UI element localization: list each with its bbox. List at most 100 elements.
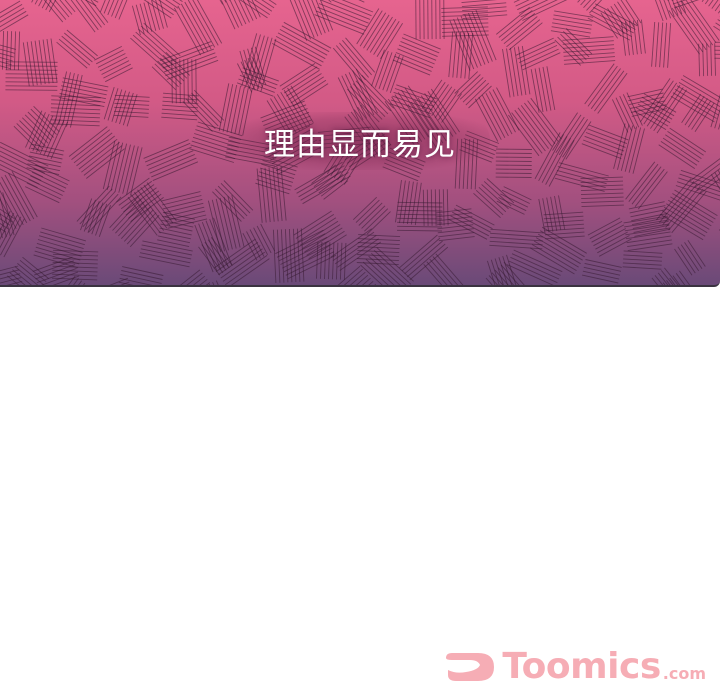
hatch-cluster — [0, 0, 29, 32]
hatch-line — [490, 232, 544, 238]
hatch-line — [242, 67, 279, 82]
hatch-line — [179, 59, 181, 104]
hatch-cluster — [360, 247, 414, 285]
hatch-line — [231, 195, 245, 247]
hatch-line — [676, 181, 720, 197]
hatch-line — [341, 0, 374, 13]
hatch-line — [140, 187, 171, 227]
hatch-line — [162, 104, 199, 109]
hatch-line — [260, 223, 276, 252]
hatch-line — [99, 0, 106, 13]
hatch-line — [33, 254, 79, 269]
hatch-line — [126, 146, 139, 195]
hatch-line — [478, 186, 507, 213]
hatch-cluster — [0, 265, 23, 285]
hatch-line — [582, 274, 619, 284]
hatch-line — [680, 78, 720, 103]
hatch-line — [222, 84, 234, 132]
hatch-line — [225, 0, 240, 28]
hatch-line — [623, 250, 663, 254]
hatch-cluster — [25, 164, 70, 204]
hatch-cluster — [99, 0, 128, 20]
hatch-cluster — [580, 176, 624, 208]
hatch-line — [456, 17, 478, 68]
hatch-line — [220, 0, 236, 30]
hatch-line — [46, 39, 54, 84]
hatch-line — [61, 35, 93, 63]
hatch-line — [646, 82, 678, 127]
hatch-cluster — [651, 267, 679, 285]
hatch-line — [370, 252, 407, 285]
hatch-line — [597, 235, 630, 254]
hatch-line — [357, 250, 400, 254]
hatch-line — [283, 247, 333, 273]
hatch-line — [675, 273, 686, 285]
hatch-line — [239, 0, 268, 19]
hatch-line — [630, 104, 667, 113]
hatch-cluster — [454, 71, 492, 109]
hatch-line — [702, 43, 705, 77]
hatch-line — [352, 83, 386, 118]
hatch-line — [534, 132, 561, 180]
hatch-line — [374, 283, 377, 285]
hatch-cluster — [496, 6, 543, 51]
hatch-line — [585, 259, 622, 268]
hatch-line — [441, 18, 489, 21]
hatch-line — [460, 32, 466, 79]
hatch-line — [140, 25, 178, 60]
hatch-line — [287, 254, 336, 280]
hatch-line — [256, 225, 272, 254]
hatch-cluster — [611, 92, 643, 133]
hatch-line — [191, 140, 237, 156]
hatch-line — [151, 157, 197, 178]
hatch-line — [33, 168, 68, 186]
hatch-line — [713, 25, 720, 31]
hatch-cluster — [43, 0, 76, 23]
hatch-line — [171, 59, 173, 104]
hatch-cluster — [113, 94, 150, 118]
hatch-line — [452, 31, 458, 78]
hatch-line — [562, 31, 590, 58]
hatch-line — [82, 282, 86, 285]
hatch-line — [0, 61, 12, 66]
hatch-cluster — [713, 15, 720, 31]
hatch-line — [0, 218, 11, 226]
hatch-line — [421, 79, 443, 110]
hatch-line — [43, 0, 64, 23]
hatch-line — [16, 123, 43, 150]
hatch-line — [581, 200, 624, 204]
hatch-line — [364, 208, 389, 232]
hatch-line — [628, 163, 659, 202]
hatch-line — [362, 261, 389, 285]
hatch-line — [123, 209, 154, 242]
hatch-line — [0, 181, 24, 226]
hatch-line — [450, 215, 490, 237]
hatch-line — [589, 14, 633, 37]
hatch-line — [11, 170, 38, 218]
hatch-line — [660, 270, 674, 285]
hatch-line — [494, 269, 509, 285]
hatch-line — [143, 139, 189, 159]
hatch-line — [256, 168, 263, 223]
hatch-line — [260, 168, 267, 223]
hatch-line — [659, 22, 664, 68]
hatch-line — [584, 63, 615, 105]
hatch-line — [52, 273, 98, 277]
hatch-line — [29, 151, 63, 160]
hatch-line — [627, 243, 673, 252]
hatch-line — [83, 199, 96, 232]
hatch-line — [622, 266, 662, 270]
hatch-line — [403, 33, 441, 50]
hatch-line — [361, 205, 386, 229]
hatch-line — [544, 227, 585, 232]
hatch-line — [114, 98, 150, 102]
hatch-line — [49, 0, 67, 20]
hatch-line — [467, 12, 490, 64]
hatch-line — [558, 162, 609, 177]
hatch-line — [539, 230, 585, 258]
hatch-cluster — [130, 22, 181, 72]
hatch-line — [143, 2, 153, 32]
hatch-line — [675, 5, 707, 50]
hatch-line — [277, 32, 326, 60]
hatch-line — [52, 253, 99, 257]
